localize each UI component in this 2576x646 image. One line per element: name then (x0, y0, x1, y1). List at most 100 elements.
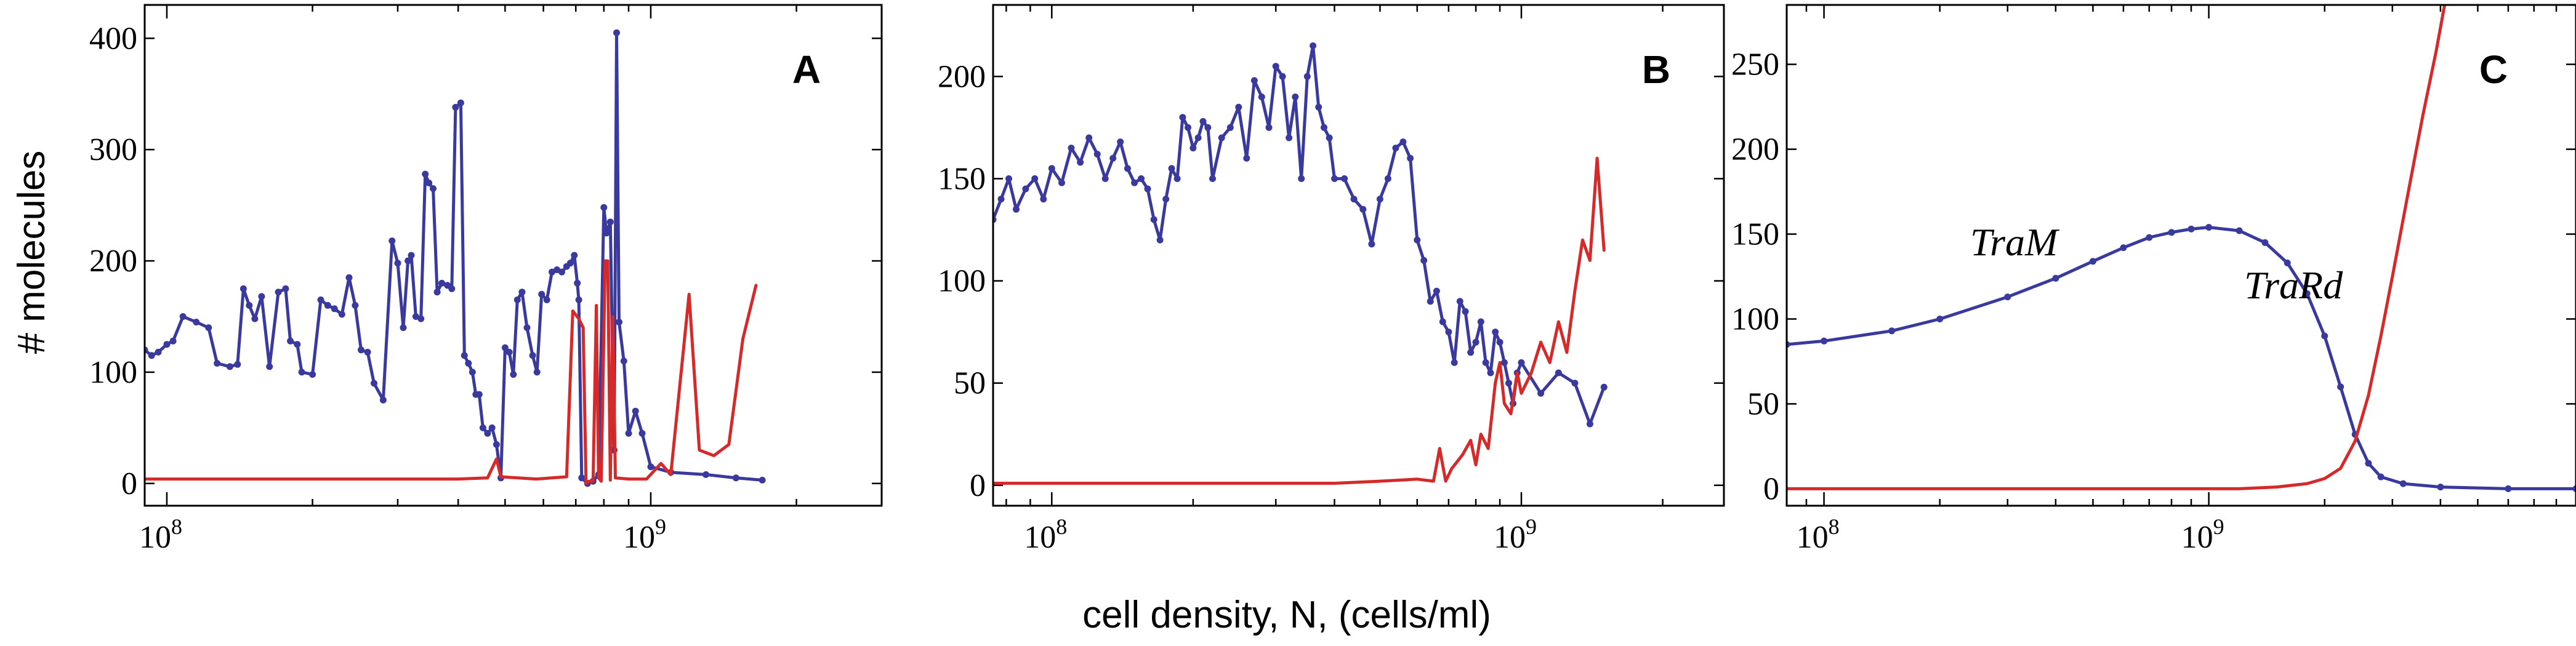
data-point (2337, 383, 2345, 391)
data-point (616, 319, 622, 325)
data-point (1189, 145, 1197, 152)
data-point (1093, 151, 1101, 158)
y-tick-label: 100 (89, 355, 137, 390)
data-point (732, 474, 739, 482)
data-point (620, 357, 627, 365)
data-point (275, 289, 282, 296)
data-point (388, 237, 396, 244)
data-point (408, 252, 415, 259)
x-tick-label: 109 (2181, 514, 2224, 555)
data-point (364, 348, 371, 356)
data-point (638, 429, 646, 437)
data-point (513, 296, 521, 303)
data-point (1433, 287, 1440, 295)
data-point (298, 369, 305, 376)
data-point (1384, 175, 1391, 182)
data-point (1303, 73, 1311, 80)
data-point (422, 170, 429, 178)
data-point (251, 315, 259, 322)
data-point (282, 285, 289, 292)
y-tick-label: 400 (89, 21, 137, 56)
data-point (2120, 244, 2127, 252)
data-point (155, 348, 162, 356)
data-point (2377, 473, 2385, 481)
data-point (1117, 138, 1124, 146)
y-tick-label: 0 (1763, 471, 1779, 506)
data-point (475, 391, 483, 398)
data-point (1286, 134, 1293, 142)
data-point (501, 344, 509, 351)
data-point (1209, 175, 1216, 182)
data-point (1392, 145, 1399, 152)
plot-frame (143, 4, 883, 507)
y-tick-label: 100 (938, 264, 986, 299)
data-point (1456, 298, 1463, 305)
data-point (163, 341, 171, 348)
data-point (1199, 118, 1207, 125)
data-point (324, 301, 331, 309)
data-point (1586, 420, 1593, 428)
data-point (1131, 179, 1138, 186)
series-label-tram: TraM (1970, 220, 2060, 264)
data-point (2365, 460, 2372, 467)
data-point (1298, 175, 1305, 182)
data-point (613, 29, 620, 36)
data-point (193, 319, 200, 325)
x-tick-label: 108 (1024, 514, 1067, 555)
data-point (1821, 337, 1828, 345)
data-point (2205, 224, 2213, 231)
data-point (505, 348, 513, 356)
data-point (2505, 485, 2512, 492)
data-point (1101, 175, 1109, 182)
y-tick-label: 150 (938, 161, 986, 196)
data-point (461, 352, 468, 359)
data-point (493, 441, 500, 448)
data-point (1399, 138, 1407, 146)
data-point (2004, 293, 2011, 301)
y-tick-label: 100 (1731, 301, 1779, 337)
series-line (1787, 5, 2447, 490)
data-point (234, 361, 241, 368)
data-point (226, 363, 233, 370)
series-line (1787, 226, 2576, 490)
data-point (1031, 175, 1039, 182)
series-tram-c (1787, 224, 2576, 492)
data-point (1194, 134, 1202, 142)
data-point (345, 274, 353, 281)
data-point (1235, 103, 1242, 111)
data-point (379, 396, 387, 404)
data-point (1162, 196, 1170, 203)
data-point (2261, 239, 2269, 246)
y-tick-label: 200 (89, 244, 137, 279)
data-point (1144, 185, 1151, 193)
data-point (1272, 63, 1279, 70)
data-point (1537, 389, 1545, 397)
data-point (371, 380, 377, 387)
y-tick-label: 150 (1731, 217, 1779, 252)
data-point (488, 424, 496, 431)
data-point (997, 196, 1005, 203)
data-point (484, 429, 491, 437)
data-point (430, 185, 437, 192)
chart-panel-b: 0 50 100 150 200 108 109 B (938, 4, 1725, 555)
data-point (1477, 318, 1484, 325)
data-point (600, 204, 608, 211)
data-point (338, 311, 345, 318)
data-point (1472, 338, 1479, 346)
data-point (2052, 274, 2059, 282)
data-point (394, 260, 401, 267)
data-point (1936, 316, 1944, 322)
data-point (1376, 196, 1383, 203)
data-point (1013, 205, 1020, 213)
x-tick-label: 108 (1797, 514, 1840, 555)
data-point (1492, 329, 1499, 336)
data-point (452, 103, 459, 111)
data-point (2146, 234, 2153, 241)
series-line (993, 156, 1606, 485)
data-point (1109, 154, 1117, 162)
series-blue-b (993, 42, 1608, 428)
data-point (1368, 241, 1375, 248)
data-point (647, 463, 654, 471)
data-point (1048, 165, 1055, 172)
data-point (1068, 145, 1075, 152)
